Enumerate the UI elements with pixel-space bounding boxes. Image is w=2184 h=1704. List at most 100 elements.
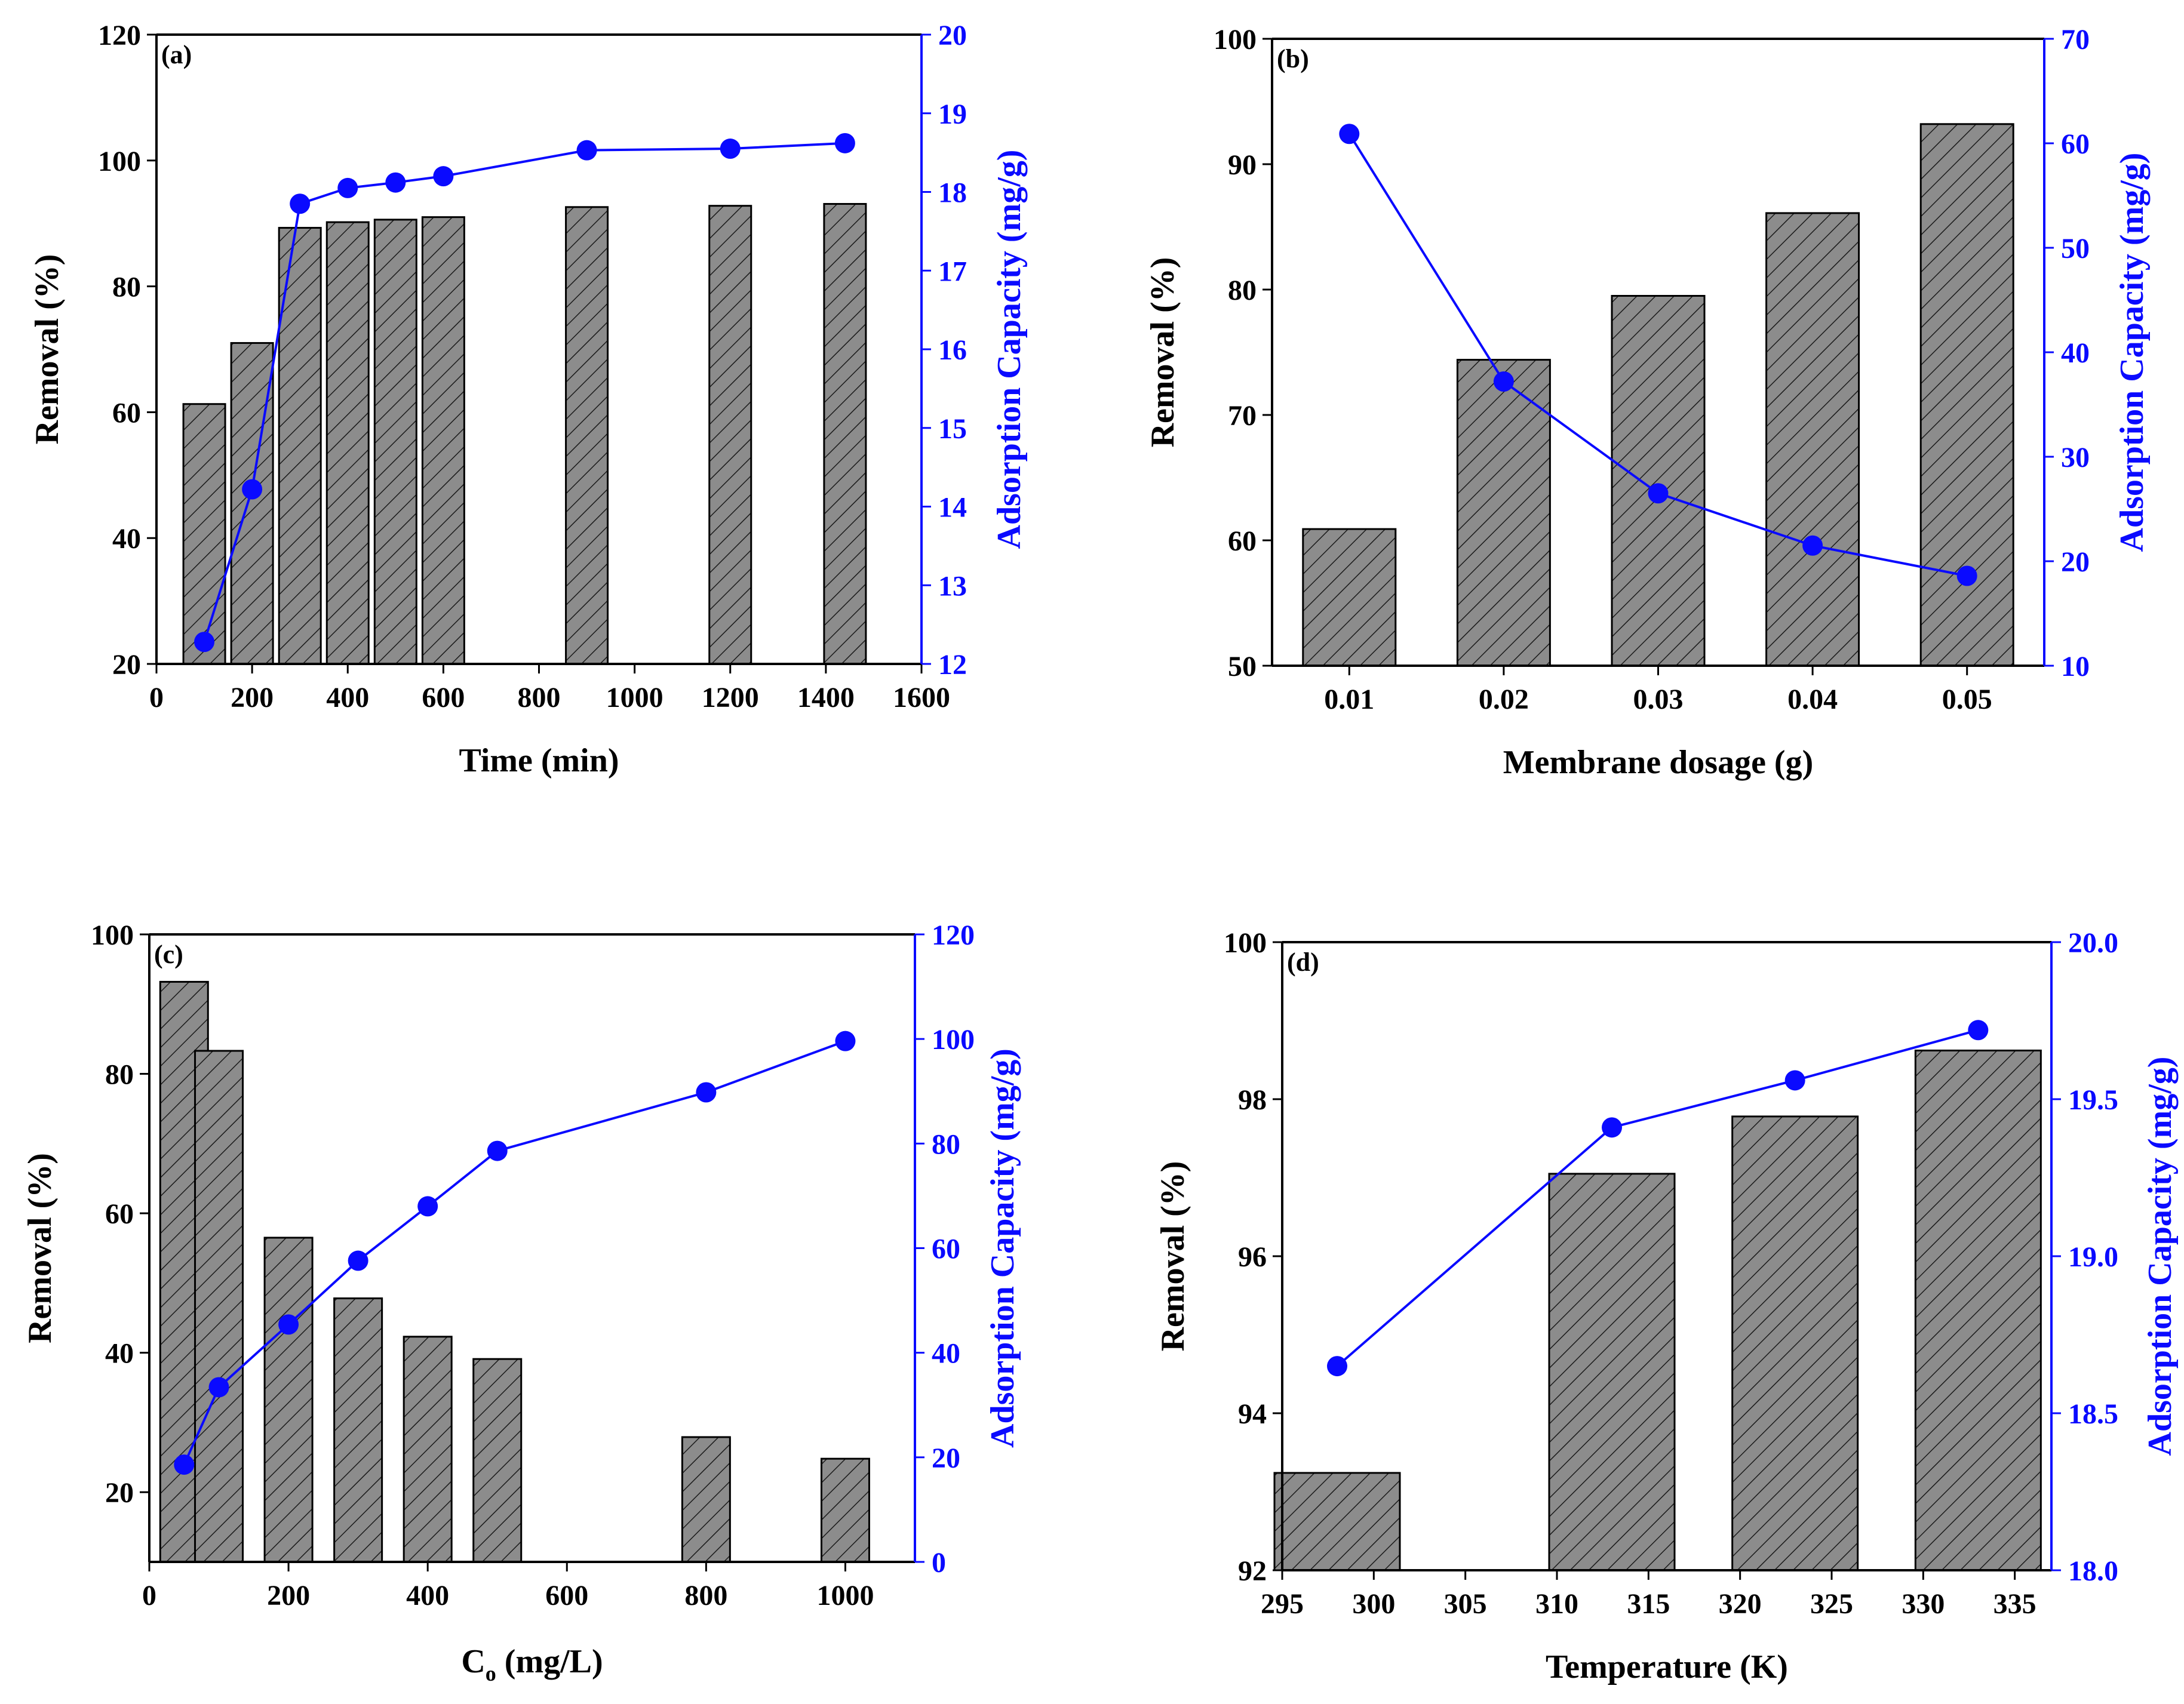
x-tick-label: 600 xyxy=(545,1580,588,1611)
removal-bar xyxy=(1731,1115,1859,1571)
x-tick-label: 315 xyxy=(1627,1588,1670,1620)
x-tick-label: 0 xyxy=(142,1580,156,1611)
capacity-point xyxy=(1648,483,1669,504)
y-tick-label: 20 xyxy=(112,649,141,681)
x-tick-label: 1200 xyxy=(702,682,759,713)
removal-bar xyxy=(1548,1173,1676,1571)
y2-tick-label: 120 xyxy=(932,919,975,951)
y2-tick-label: 30 xyxy=(2061,442,2090,473)
capacity-point xyxy=(242,479,263,500)
removal-bar xyxy=(1611,295,1706,667)
y2-tick-label: 16 xyxy=(938,334,967,366)
y2-tick-label: 20 xyxy=(932,1442,960,1474)
y2-tick-label: 70 xyxy=(2061,24,2090,56)
x-tick-label: 0.04 xyxy=(1787,684,1838,715)
x-tick-label: 305 xyxy=(1444,1588,1487,1620)
capacity-series-line xyxy=(1336,1029,1979,1367)
removal-bar xyxy=(472,1358,523,1563)
y-tick-label: 40 xyxy=(105,1338,134,1370)
panel-label: (c) xyxy=(154,940,183,969)
capacity-point xyxy=(720,139,741,159)
removal-bar xyxy=(681,1436,731,1563)
removal-bar xyxy=(1456,359,1551,667)
removal-bar xyxy=(263,1237,314,1563)
x-tick-label: 1400 xyxy=(797,682,855,713)
x-tick-label: 335 xyxy=(1993,1588,2036,1620)
y-tick-label: 98 xyxy=(1238,1084,1267,1116)
y2-tick-label: 60 xyxy=(2061,128,2090,160)
removal-bar xyxy=(403,1336,453,1563)
capacity-series-line xyxy=(183,1039,846,1465)
y-axis-title: Removal (%) xyxy=(29,254,66,445)
y-tick-label: 100 xyxy=(1214,24,1257,56)
x-tick-label: 0.03 xyxy=(1633,684,1684,715)
y2-tick-label: 18 xyxy=(938,177,967,209)
x-tick-label: 0.05 xyxy=(1942,684,1992,715)
y-tick-label: 96 xyxy=(1238,1241,1267,1273)
capacity-point xyxy=(835,1031,856,1051)
capacity-point xyxy=(1339,124,1360,144)
capacity-point xyxy=(385,172,406,193)
y-tick-label: 80 xyxy=(1228,275,1257,306)
y2-tick-label: 19 xyxy=(938,99,967,130)
y-axis-title: Removal (%) xyxy=(1154,1161,1191,1352)
y2-tick-label: 18.0 xyxy=(2068,1555,2118,1587)
removal-bar xyxy=(1273,1472,1401,1571)
removal-bar xyxy=(421,216,465,665)
y2-tick-label: 40 xyxy=(932,1338,960,1370)
y-tick-label: 90 xyxy=(1228,149,1257,181)
x-tick-label: 320 xyxy=(1719,1588,1762,1620)
removal-bar xyxy=(1914,1049,2042,1571)
y2-tick-label: 20.0 xyxy=(2068,927,2118,959)
removal-bar xyxy=(373,219,417,665)
x-axis-title: Temperature (K) xyxy=(1546,1648,1788,1685)
removal-bar xyxy=(182,403,226,665)
y2-tick-label: 13 xyxy=(938,570,967,602)
capacity-point xyxy=(174,1454,195,1475)
y2-tick-label: 18.5 xyxy=(2068,1398,2118,1430)
removal-bar xyxy=(325,221,370,665)
x-tick-label: 0.01 xyxy=(1324,684,1374,715)
capacity-point xyxy=(696,1082,717,1103)
y2-tick-label: 15 xyxy=(938,413,967,445)
capacity-point xyxy=(278,1314,299,1335)
x-tick-label: 325 xyxy=(1810,1588,1853,1620)
y-tick-label: 20 xyxy=(105,1477,134,1509)
capacity-point xyxy=(576,140,597,161)
y-tick-label: 94 xyxy=(1238,1398,1267,1430)
x-axis-title-units: (mg/L) xyxy=(496,1643,603,1680)
removal-bar xyxy=(194,1050,244,1563)
x-tick-label: 1600 xyxy=(893,682,950,713)
y2-tick-label: 12 xyxy=(938,649,967,681)
removal-bar xyxy=(820,1457,870,1563)
y2-tick-label: 80 xyxy=(932,1128,960,1160)
y-axis-title: Removal (%) xyxy=(21,1153,59,1343)
y2-tick-label: 0 xyxy=(932,1547,946,1579)
x-axis-title-subscript: o xyxy=(486,1662,496,1685)
removal-bar xyxy=(1765,212,1860,667)
y-tick-label: 80 xyxy=(105,1059,134,1091)
y-tick-label: 40 xyxy=(112,523,141,555)
x-tick-label: 300 xyxy=(1352,1588,1395,1620)
capacity-point xyxy=(1602,1117,1622,1138)
removal-bar xyxy=(1302,528,1397,667)
x-axis-title: Co (mg/L) xyxy=(461,1643,603,1685)
removal-bar xyxy=(333,1297,383,1563)
x-tick-label: 1000 xyxy=(606,682,664,713)
capacity-point xyxy=(834,133,855,153)
x-axis-title-main: C xyxy=(461,1643,485,1680)
panel-label: (a) xyxy=(161,40,192,69)
x-tick-label: 0 xyxy=(149,682,164,713)
y2-tick-label: 50 xyxy=(2061,233,2090,264)
y-tick-label: 60 xyxy=(105,1198,134,1230)
removal-bar xyxy=(230,342,274,665)
capacity-point xyxy=(1956,565,1977,586)
x-tick-label: 800 xyxy=(518,682,561,713)
panel-label: (d) xyxy=(1287,948,1319,977)
y2-tick-label: 17 xyxy=(938,256,967,287)
panel-label: (b) xyxy=(1277,44,1309,73)
y2-tick-label: 40 xyxy=(2061,337,2090,369)
x-tick-label: 800 xyxy=(684,1580,727,1611)
y-tick-label: 100 xyxy=(91,919,134,951)
x-tick-label: 400 xyxy=(326,682,369,713)
